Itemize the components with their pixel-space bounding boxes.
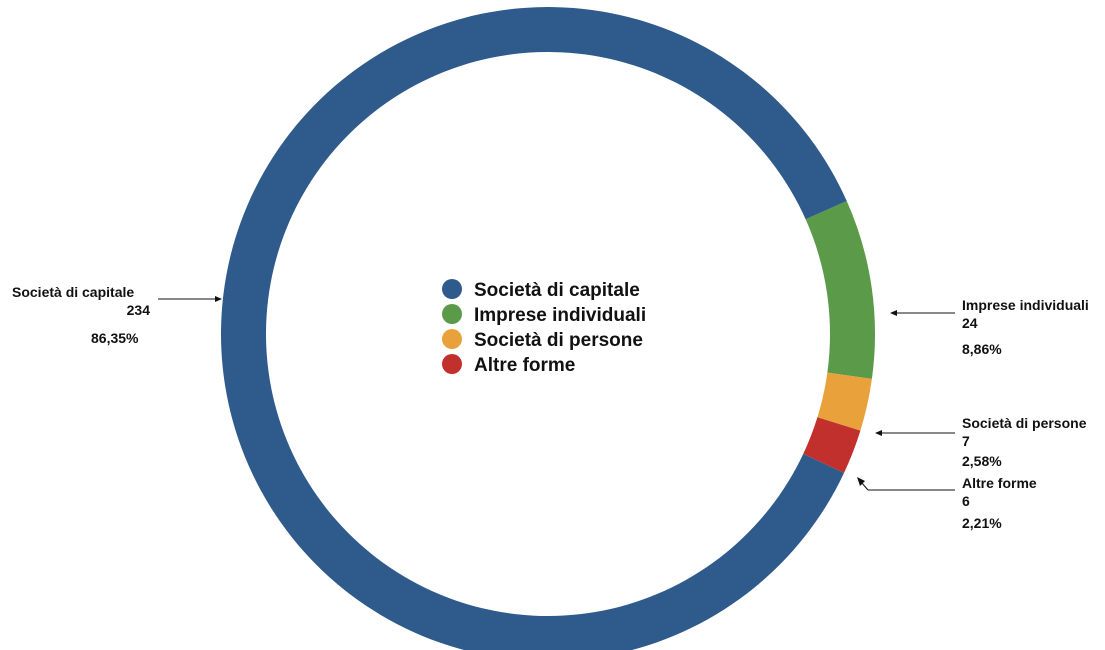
annotation-arrowhead-altre-forme bbox=[857, 477, 865, 486]
legend-swatch-societa-di-capitale bbox=[442, 279, 462, 299]
annotation-arrowhead-imprese-individuali bbox=[890, 310, 897, 316]
annotation-value-altre-forme: 6 bbox=[962, 493, 970, 509]
slice-imprese-individuali bbox=[805, 200, 875, 379]
annotation-percent-societa-di-capitale: 86,35% bbox=[91, 330, 139, 346]
legend-swatch-altre-forme bbox=[442, 354, 462, 374]
annotation-altre-forme: Altre forme 6 2,21% bbox=[857, 475, 1037, 531]
annotation-name-altre-forme: Altre forme bbox=[962, 475, 1037, 491]
annotation-name-societa-di-capitale: Società di capitale bbox=[12, 284, 134, 300]
annotation-percent-imprese-individuali: 8,86% bbox=[962, 341, 1002, 357]
slice-societa-di-capitale bbox=[221, 7, 847, 650]
donut-slices bbox=[221, 7, 875, 650]
annotation-societa-di-persone: Società di persone 7 2,58% bbox=[875, 415, 1087, 469]
legend-swatch-imprese-individuali bbox=[442, 304, 462, 324]
annotation-name-societa-di-persone: Società di persone bbox=[962, 415, 1087, 431]
annotation-value-societa-di-persone: 7 bbox=[962, 433, 970, 449]
annotation-societa-di-capitale: Società di capitale 234 86,35% bbox=[12, 284, 222, 346]
annotation-name-imprese-individuali: Imprese individuali bbox=[962, 297, 1089, 313]
slice-altre-forme bbox=[803, 417, 861, 473]
annotation-value-societa-di-capitale: 234 bbox=[127, 302, 151, 318]
annotation-percent-societa-di-persone: 2,58% bbox=[962, 453, 1002, 469]
annotation-imprese-individuali: Imprese individuali 24 8,86% bbox=[890, 297, 1089, 357]
legend: Società di capitale Imprese individuali … bbox=[442, 279, 646, 376]
legend-swatch-societa-di-persone bbox=[442, 329, 462, 349]
legend-label-societa-di-persone: Società di persone bbox=[474, 330, 643, 351]
legend-label-imprese-individuali: Imprese individuali bbox=[474, 305, 646, 326]
annotation-value-imprese-individuali: 24 bbox=[962, 315, 978, 331]
annotation-percent-altre-forme: 2,21% bbox=[962, 515, 1002, 531]
legend-label-societa-di-capitale: Società di capitale bbox=[474, 280, 640, 301]
annotation-arrowhead-societa-di-capitale bbox=[215, 296, 222, 302]
slice-societa-di-persone bbox=[817, 372, 872, 431]
annotation-arrowhead-societa-di-persone bbox=[875, 430, 882, 436]
legend-label-altre-forme: Altre forme bbox=[474, 355, 575, 376]
